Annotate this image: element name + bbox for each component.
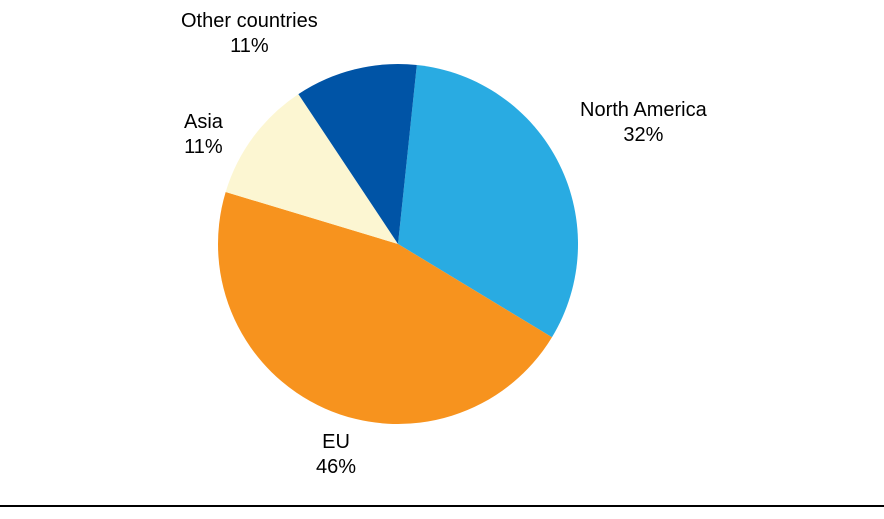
slice-label-asia: Asia 11%: [184, 110, 223, 160]
slice-label-name: Asia: [184, 111, 223, 133]
pie-chart: North America 32% EU 46% Asia 11% Other …: [0, 0, 884, 514]
slice-label-other-countries: Other countries 11%: [181, 9, 318, 59]
slice-label-name: Other countries: [181, 10, 318, 32]
slice-label-north-america: North America 32%: [580, 98, 707, 148]
bottom-rule: [0, 505, 884, 507]
slice-label-eu: EU 46%: [316, 430, 356, 480]
slice-label-value: 11%: [184, 136, 223, 158]
slice-label-value: 46%: [316, 456, 356, 478]
slice-label-value: 32%: [623, 124, 663, 146]
pie-chart-svg: [0, 0, 884, 514]
slice-label-name: North America: [580, 99, 707, 121]
slice-label-name: EU: [322, 431, 350, 453]
slice-label-value: 11%: [230, 35, 269, 57]
